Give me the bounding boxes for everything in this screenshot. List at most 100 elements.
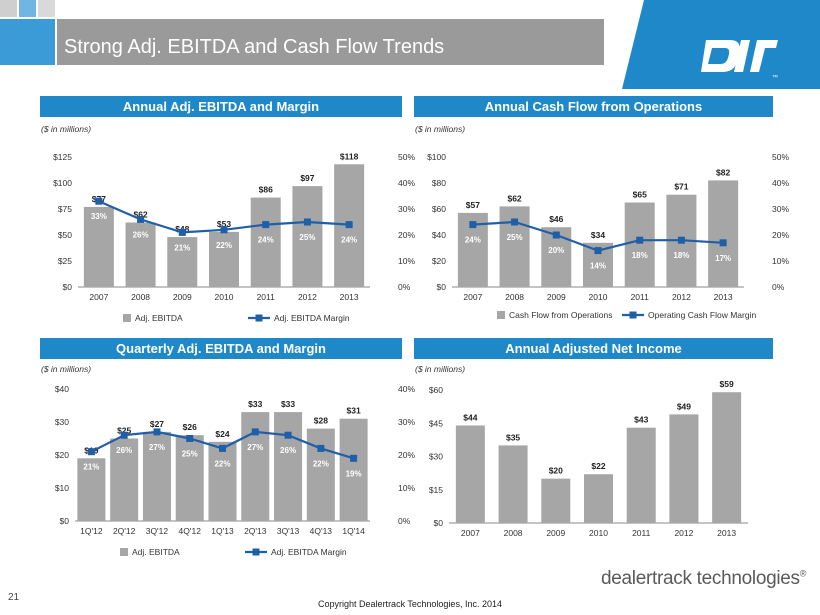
x-tick-label: 1Q'14 — [342, 526, 365, 536]
bar — [250, 197, 281, 287]
margin-value-label: 20% — [548, 246, 564, 255]
y2-tick-label: 10% — [398, 483, 415, 493]
y-tick-label: $75 — [58, 204, 72, 214]
accent-square-blue — [19, 0, 36, 17]
y2-tick-label: 40% — [772, 178, 789, 188]
x-tick-label: 2012 — [672, 292, 691, 302]
bar-value-label: $26 — [183, 422, 197, 432]
y2-tick-label: 10% — [398, 256, 415, 266]
margin-marker — [350, 454, 358, 462]
y2-tick-label: 10% — [772, 256, 789, 266]
bar-value-label: $22 — [591, 461, 605, 471]
x-tick-label: 2010 — [589, 292, 608, 302]
y2-tick-label: 0% — [398, 516, 411, 526]
bar — [274, 412, 303, 521]
bar — [708, 180, 739, 287]
y2-tick-label: 40% — [398, 178, 415, 188]
y-tick-label: $0 — [434, 518, 444, 528]
y-tick-label: $40 — [432, 230, 446, 240]
y-tick-label: $60 — [429, 385, 443, 395]
y2-tick-label: 30% — [772, 204, 789, 214]
margin-value-label: 27% — [149, 443, 165, 452]
legend-line-marker — [255, 314, 263, 322]
bar-value-label: $59 — [720, 379, 734, 389]
x-tick-label: 2007 — [89, 292, 108, 302]
bar — [167, 237, 198, 287]
bar — [626, 427, 656, 523]
y2-tick-label: 40% — [398, 384, 415, 394]
legend-line-label: Adj. EBITDA Margin — [271, 547, 347, 557]
bar — [83, 206, 114, 287]
brand-wordmark: dealertrack technologies® — [601, 568, 806, 590]
brand-name: dealertrack technologies — [601, 568, 800, 589]
bar-value-label: $24 — [215, 429, 229, 439]
bar — [455, 425, 485, 523]
x-tick-label: 2013 — [340, 292, 359, 302]
x-tick-label: 4Q'12 — [179, 526, 202, 536]
panel-header-annual-ebitda: Annual Adj. EBITDA and Margin — [40, 96, 402, 117]
bar — [208, 441, 237, 521]
margin-marker — [677, 236, 685, 244]
x-tick-label: 2013 — [717, 528, 736, 538]
y-tick-label: $45 — [429, 418, 443, 428]
margin-marker — [284, 431, 292, 439]
margin-value-label: 22% — [214, 459, 230, 468]
x-tick-label: 2008 — [504, 528, 523, 538]
y-tick-label: $100 — [53, 178, 72, 188]
y2-tick-label: 20% — [398, 450, 415, 460]
logo-panel: ™ — [622, 0, 820, 89]
margin-value-label: 18% — [632, 251, 648, 260]
x-tick-label: 1Q'12 — [80, 526, 103, 536]
y-tick-label: $10 — [55, 483, 69, 493]
accent-square-large — [0, 19, 55, 65]
bar — [142, 431, 171, 521]
legend-line-marker — [629, 311, 637, 319]
copyright-notice: Copyright Dealertrack Technologies, Inc.… — [318, 599, 502, 609]
x-tick-label: 2013 — [714, 292, 733, 302]
bar — [498, 445, 528, 523]
bar-value-label: $71 — [674, 182, 688, 192]
legend-bar-swatch — [497, 311, 505, 319]
margin-marker — [345, 221, 353, 229]
margin-value-label: 25% — [182, 450, 198, 459]
units-note-net-income: ($ in millions) — [415, 364, 466, 374]
y2-tick-label: 50% — [772, 152, 789, 162]
margin-value-label: 26% — [116, 446, 132, 455]
bar — [306, 428, 335, 521]
x-tick-label: 2011 — [631, 292, 650, 302]
x-tick-label: 2007 — [461, 528, 480, 538]
y-tick-label: $0 — [60, 516, 70, 526]
accent-square-gray — [0, 0, 17, 17]
margin-value-label: 21% — [174, 243, 190, 252]
x-tick-label: 2010 — [215, 292, 234, 302]
margin-value-label: 24% — [341, 236, 357, 245]
title-banner — [57, 19, 604, 65]
bar-value-label: $34 — [591, 230, 605, 240]
y-tick-label: $20 — [432, 256, 446, 266]
bar-value-label: $44 — [463, 412, 477, 422]
y2-tick-label: 0% — [772, 282, 785, 292]
margin-value-label: 24% — [465, 236, 481, 245]
x-tick-label: 2Q'13 — [244, 526, 267, 536]
x-tick-label: 2008 — [505, 292, 524, 302]
y-tick-label: $0 — [63, 282, 73, 292]
bar — [499, 206, 530, 287]
bar — [669, 414, 699, 523]
bar-value-label: $28 — [314, 416, 328, 426]
y-tick-label: $100 — [427, 152, 446, 162]
margin-marker — [511, 218, 519, 226]
margin-value-label: 25% — [507, 233, 523, 242]
margin-marker — [469, 221, 477, 229]
chart-cash-flow: $0 $20 $40 $60 $80 $100 0% 10% 20% 30% 40% 50% $57 $6… — [427, 152, 789, 320]
y2-tick-label: 20% — [772, 230, 789, 240]
page-number: 21 — [8, 592, 20, 603]
margin-value-label: 27% — [247, 443, 263, 452]
x-tick-label: 4Q'13 — [310, 526, 333, 536]
y2-tick-label: 50% — [398, 152, 415, 162]
margin-value-label: 26% — [133, 230, 149, 239]
y-tick-label: $80 — [432, 178, 446, 188]
accent-square-light — [38, 0, 55, 17]
x-tick-label: 2007 — [463, 292, 482, 302]
legend-bar-label: Cash Flow from Operations — [509, 310, 612, 320]
bar — [584, 474, 613, 523]
